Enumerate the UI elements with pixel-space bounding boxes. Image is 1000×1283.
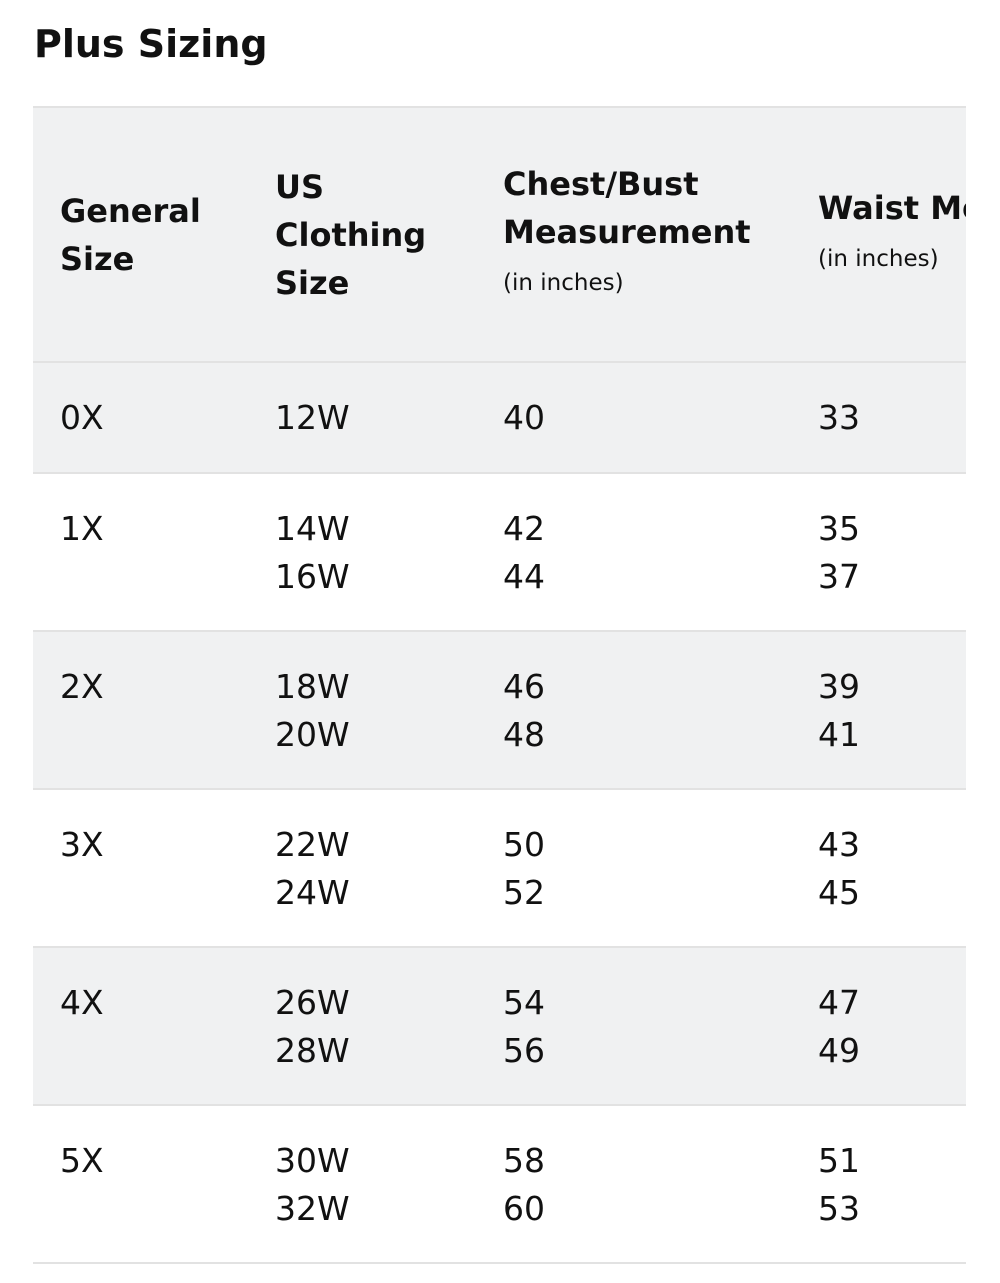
table-cell: 22W 24W xyxy=(275,821,350,917)
table-row: 1X 14W 16W 42 44 35 37 xyxy=(33,474,966,632)
cell-value: 60 xyxy=(503,1189,545,1228)
cell-value: 42 xyxy=(503,509,545,548)
table-cell: 4X xyxy=(60,979,104,1027)
header-cell: Waist Measurement (in inches) xyxy=(818,108,966,361)
table-row: 0X 12W 40 33 xyxy=(33,363,966,474)
cell-value: 32W xyxy=(275,1189,350,1228)
table-cell: 39 41 xyxy=(818,663,860,759)
table-row: 5X 30W 32W 58 60 51 53 xyxy=(33,1106,966,1264)
table-cell: 5X xyxy=(60,1137,104,1185)
header-note: (in inches) xyxy=(503,269,624,296)
cell-value: 40 xyxy=(503,398,545,437)
cell-value: 53 xyxy=(818,1189,860,1228)
table-cell: 18W 20W xyxy=(275,663,350,759)
header-cell: US Clothing Size xyxy=(275,108,435,361)
table-cell: 1X xyxy=(60,505,104,553)
cell-value: 37 xyxy=(818,557,860,596)
table-cell: 0X xyxy=(60,394,104,442)
table-cell: 43 45 xyxy=(818,821,860,917)
table-cell: 54 56 xyxy=(503,979,545,1075)
table-row: 3X 22W 24W 50 52 43 45 xyxy=(33,790,966,948)
cell-value: 44 xyxy=(503,557,545,596)
table-cell: 46 48 xyxy=(503,663,545,759)
cell-value: 56 xyxy=(503,1031,545,1070)
header-cell: General Size xyxy=(60,108,240,361)
cell-value: 3X xyxy=(60,825,104,864)
header-row: General Size US Clothing Size Chest/Bust M… xyxy=(33,108,966,363)
table-cell: 30W 32W xyxy=(275,1137,350,1233)
cell-value: 45 xyxy=(818,873,860,912)
cell-value: 35 xyxy=(818,509,860,548)
cell-value: 22W xyxy=(275,825,350,864)
cell-value: 4X xyxy=(60,983,104,1022)
cell-value: 41 xyxy=(818,715,860,754)
table-cell: 40 xyxy=(503,394,545,442)
cell-value: 58 xyxy=(503,1141,545,1180)
table-cell: 42 44 xyxy=(503,505,545,601)
table-cell: 51 53 xyxy=(818,1137,860,1233)
header-cell: Chest/Bust Measurement (in inches) xyxy=(503,108,803,361)
table-cell: 3X xyxy=(60,821,104,869)
cell-value: 39 xyxy=(818,667,860,706)
cell-value: 33 xyxy=(818,398,860,437)
cell-value: 0X xyxy=(60,398,104,437)
cell-value: 49 xyxy=(818,1031,860,1070)
cell-value: 14W xyxy=(275,509,350,548)
cell-value: 52 xyxy=(503,873,545,912)
table-row: 4X 26W 28W 54 56 47 49 xyxy=(33,948,966,1106)
cell-value: 30W xyxy=(275,1141,350,1180)
table-cell: 47 49 xyxy=(818,979,860,1075)
table-cell: 12W xyxy=(275,394,350,442)
cell-value: 47 xyxy=(818,983,860,1022)
cell-value: 2X xyxy=(60,667,104,706)
header-label: Chest/Bust Measurement xyxy=(503,164,751,251)
cell-value: 54 xyxy=(503,983,545,1022)
header-label: Waist Measurement xyxy=(818,188,966,227)
cell-value: 43 xyxy=(818,825,860,864)
table-cell: 2X xyxy=(60,663,104,711)
cell-value: 46 xyxy=(503,667,545,706)
header-label: General Size xyxy=(60,191,201,278)
cell-value: 1X xyxy=(60,509,104,548)
table-cell: 33 xyxy=(818,394,860,442)
cell-value: 16W xyxy=(275,557,350,596)
cell-value: 12W xyxy=(275,398,350,437)
header-label: US Clothing Size xyxy=(275,167,427,302)
cell-value: 18W xyxy=(275,667,350,706)
table-cell: 14W 16W xyxy=(275,505,350,601)
table-cell: 58 60 xyxy=(503,1137,545,1233)
cell-value: 50 xyxy=(503,825,545,864)
table-row: 2X 18W 20W 46 48 39 41 xyxy=(33,632,966,790)
cell-value: 26W xyxy=(275,983,350,1022)
header-note: (in inches) xyxy=(818,245,939,272)
cell-value: 51 xyxy=(818,1141,860,1180)
cell-value: 48 xyxy=(503,715,545,754)
table-cell: 35 37 xyxy=(818,505,860,601)
cell-value: 20W xyxy=(275,715,350,754)
cell-value: 5X xyxy=(60,1141,104,1180)
table-cell: 26W 28W xyxy=(275,979,350,1075)
cell-value: 24W xyxy=(275,873,350,912)
table-cell: 50 52 xyxy=(503,821,545,917)
page-title: Plus Sizing xyxy=(34,22,268,66)
cell-value: 28W xyxy=(275,1031,350,1070)
size-table: General Size US Clothing Size Chest/Bust M… xyxy=(33,106,966,1264)
